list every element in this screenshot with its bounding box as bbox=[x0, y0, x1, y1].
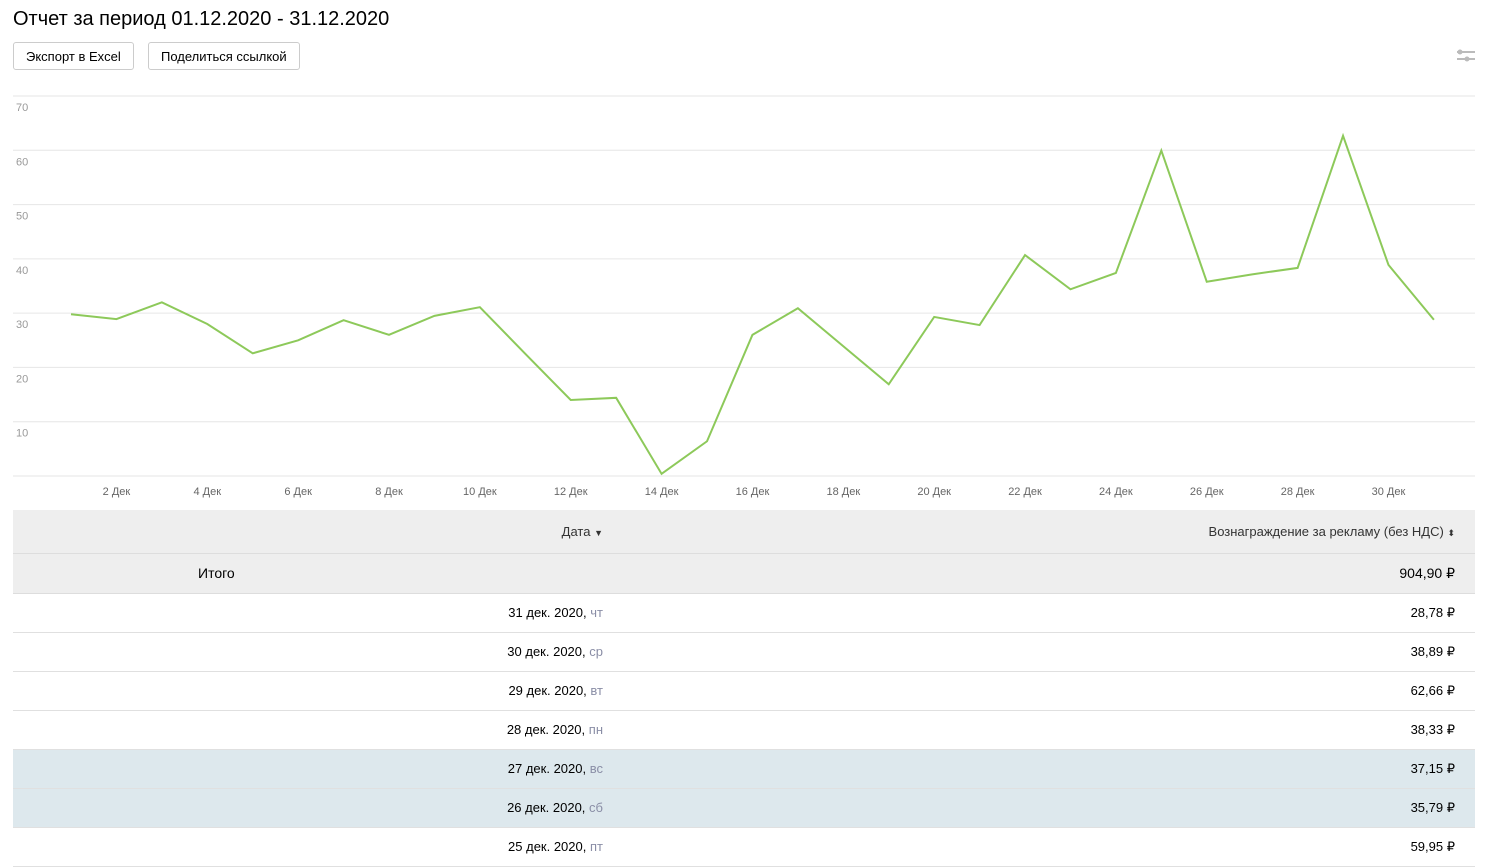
export-excel-button[interactable]: Экспорт в Excel bbox=[13, 42, 134, 70]
page-title: Отчет за период 01.12.2020 - 31.12.2020 bbox=[13, 8, 389, 31]
total-label: Итого bbox=[13, 553, 603, 593]
x-tick-label: 4 Дек bbox=[194, 486, 222, 498]
settings-sliders-icon[interactable] bbox=[1457, 48, 1475, 64]
date-text: 26 дек. 2020, bbox=[507, 800, 585, 815]
total-value: 904,90 ₽ bbox=[603, 553, 1475, 593]
x-tick-label: 10 Дек bbox=[463, 486, 497, 498]
date-text: 27 дек. 2020, bbox=[508, 761, 586, 776]
reward-cell: 38,33 ₽ bbox=[603, 710, 1475, 749]
reward-cell: 62,66 ₽ bbox=[603, 671, 1475, 710]
y-tick-label: 30 bbox=[16, 319, 28, 331]
date-text: 28 дек. 2020, bbox=[507, 722, 585, 737]
date-cell: 29 дек. 2020, вт bbox=[13, 671, 603, 710]
y-tick-label: 70 bbox=[16, 102, 28, 114]
weekday-text: ср bbox=[589, 644, 603, 659]
date-column-header[interactable]: Дата ▼ bbox=[13, 510, 603, 553]
y-tick-label: 50 bbox=[16, 211, 28, 223]
date-header-label: Дата bbox=[562, 524, 591, 539]
date-text: 29 дек. 2020, bbox=[508, 683, 586, 698]
x-tick-label: 20 Дек bbox=[917, 486, 951, 498]
total-row: Итого 904,90 ₽ bbox=[13, 553, 1475, 593]
date-cell: 28 дек. 2020, пн bbox=[13, 710, 603, 749]
x-tick-label: 18 Дек bbox=[826, 486, 860, 498]
line-chart: 10 20 30 40 50 60 70 2 Дек 4 Дек 6 Дек 8 Дек 10 Дек… bbox=[0, 90, 1485, 505]
date-text: 31 дек. 2020, bbox=[508, 605, 586, 620]
date-text: 30 дек. 2020, bbox=[507, 644, 585, 659]
reward-cell: 37,15 ₽ bbox=[603, 749, 1475, 788]
y-tick-label: 10 bbox=[16, 428, 28, 440]
x-tick-label: 30 Дек bbox=[1372, 486, 1406, 498]
x-tick-label: 22 Дек bbox=[1008, 486, 1042, 498]
y-tick-label: 40 bbox=[16, 265, 28, 277]
x-tick-label: 8 Дек bbox=[375, 486, 403, 498]
weekday-text: пн bbox=[589, 722, 603, 737]
x-tick-label: 16 Дек bbox=[736, 486, 770, 498]
series-line bbox=[71, 136, 1434, 474]
x-tick-label: 6 Дек bbox=[284, 486, 312, 498]
reward-cell: 59,95 ₽ bbox=[603, 827, 1475, 866]
date-cell: 27 дек. 2020, вс bbox=[13, 749, 603, 788]
reward-cell: 35,79 ₽ bbox=[603, 788, 1475, 827]
reward-cell: 28,78 ₽ bbox=[603, 593, 1475, 632]
sort-desc-icon: ▼ bbox=[594, 528, 603, 538]
x-tick-label: 12 Дек bbox=[554, 486, 588, 498]
weekday-text: вт bbox=[590, 683, 603, 698]
weekday-text: вс bbox=[590, 761, 603, 776]
y-tick-label: 20 bbox=[16, 373, 28, 385]
reward-header-label: Вознаграждение за рекламу (без НДС) bbox=[1209, 524, 1444, 539]
y-tick-label: 60 bbox=[16, 156, 28, 168]
sort-icon: ⬍ bbox=[1447, 528, 1455, 538]
x-tick-label: 26 Дек bbox=[1190, 486, 1224, 498]
weekday-text: чт bbox=[590, 605, 603, 620]
x-tick-label: 2 Дек bbox=[103, 486, 131, 498]
weekday-text: сб bbox=[589, 800, 603, 815]
reward-cell: 38,89 ₽ bbox=[603, 632, 1475, 671]
x-tick-label: 14 Дек bbox=[645, 486, 679, 498]
date-text: 25 дек. 2020, bbox=[508, 839, 586, 854]
date-cell: 31 дек. 2020, чт bbox=[13, 593, 603, 632]
x-tick-label: 24 Дек bbox=[1099, 486, 1133, 498]
date-cell: 26 дек. 2020, сб bbox=[13, 788, 603, 827]
weekday-text: пт bbox=[590, 839, 603, 854]
reward-column-header[interactable]: Вознаграждение за рекламу (без НДС) ⬍ bbox=[603, 510, 1475, 553]
share-link-button[interactable]: Поделиться ссылкой bbox=[148, 42, 300, 70]
date-cell: 30 дек. 2020, ср bbox=[13, 632, 603, 671]
date-cell: 25 дек. 2020, пт bbox=[13, 827, 603, 866]
x-tick-label: 28 Дек bbox=[1281, 486, 1315, 498]
report-table: Дата ▼ Вознаграждение за рекламу (без НД… bbox=[13, 510, 1475, 867]
